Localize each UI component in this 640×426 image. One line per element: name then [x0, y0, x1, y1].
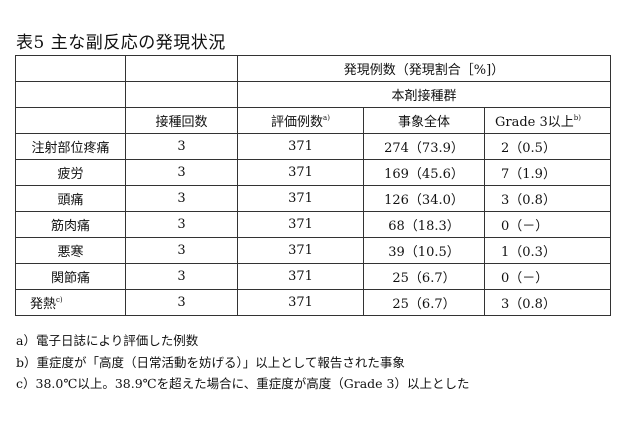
evaluated-cell: 371: [237, 133, 364, 160]
event-name: 悪寒: [15, 237, 126, 264]
doses-cell: 3: [125, 237, 238, 264]
event-name: 頭痛: [15, 185, 126, 212]
table-row: 関節痛 3 371 25（6.7） 0（－）: [15, 263, 612, 290]
event-name: 疲労: [15, 159, 126, 186]
header-row-2: 本剤接種群: [15, 81, 612, 108]
adverse-reactions-table: 発現例数（発現割合［%]） 本剤接種群 接種回数 評価例数a) 事象全体 Gra…: [15, 55, 612, 316]
all-events-cell: 169（45.6）: [363, 159, 485, 186]
header-top-group: 発現例数（発現割合［%]）: [236, 55, 612, 82]
grade3-cell: 7（1.9）: [483, 159, 612, 186]
event-name: 発熱c): [15, 289, 126, 316]
header-empty-cell: [125, 81, 238, 108]
header-empty-cell: [125, 55, 238, 82]
header-row-1: 発現例数（発現割合［%]）: [15, 55, 612, 82]
header-sub-group: 本剤接種群: [236, 81, 612, 108]
header-empty-cell: [15, 55, 126, 82]
event-name: 注射部位疼痛: [15, 133, 126, 160]
doses-cell: 3: [125, 263, 238, 290]
grade3-cell: 1（0.3）: [483, 237, 612, 264]
doses-cell: 3: [125, 289, 238, 316]
header-grade3: Grade 3以上b): [483, 107, 612, 134]
evaluated-cell: 371: [237, 263, 364, 290]
doses-cell: 3: [125, 185, 238, 212]
doses-cell: 3: [125, 133, 238, 160]
footnote-mark: a): [323, 114, 330, 122]
footnote-mark: b): [573, 114, 581, 122]
all-events-cell: 25（6.7）: [363, 289, 485, 316]
event-name: 関節痛: [15, 263, 126, 290]
table-row: 頭痛 3 371 126（34.0） 3（0.8）: [15, 185, 612, 212]
table-title: 表5 主な副反応の発現状況: [16, 33, 226, 53]
event-name: 筋肉痛: [15, 211, 126, 238]
footnote-c: c）38.0℃以上。38.9℃を超えた場合に、重症度が高度（Grade 3）以上…: [16, 376, 470, 391]
header-empty-cell: [15, 81, 126, 108]
all-events-cell: 126（34.0）: [363, 185, 485, 212]
evaluated-cell: 371: [237, 159, 364, 186]
all-events-cell: 25（6.7）: [363, 263, 485, 290]
footnote-mark: c): [56, 296, 63, 304]
evaluated-cell: 371: [237, 237, 364, 264]
grade3-cell: 3（0.8）: [483, 185, 612, 212]
footnote-a: a）電子日誌により評価した例数: [16, 333, 199, 348]
doses-cell: 3: [125, 211, 238, 238]
header-empty-cell: [15, 107, 126, 134]
table-row: 発熱c) 3 371 25（6.7） 3（0.8）: [15, 289, 612, 316]
all-events-cell: 39（10.5）: [363, 237, 485, 264]
evaluated-cell: 371: [237, 211, 364, 238]
all-events-cell: 68（18.3）: [363, 211, 485, 238]
table-row: 疲労 3 371 169（45.6） 7（1.9）: [15, 159, 612, 186]
grade3-cell: 2（0.5）: [483, 133, 612, 160]
grade3-cell: 3（0.8）: [483, 289, 612, 316]
header-doses: 接種回数: [125, 107, 238, 134]
header-evaluated: 評価例数a): [237, 107, 364, 134]
grade3-cell: 0（－）: [483, 211, 612, 238]
grade3-cell: 0（－）: [483, 263, 612, 290]
footnotes: a）電子日誌により評価した例数 b）重症度が「高度（日常活動を妨げる）」以上とし…: [16, 330, 470, 395]
header-all-events: 事象全体: [363, 107, 485, 134]
header-row-3: 接種回数 評価例数a) 事象全体 Grade 3以上b): [15, 107, 612, 134]
evaluated-cell: 371: [237, 185, 364, 212]
all-events-cell: 274（73.9）: [363, 133, 485, 160]
doses-cell: 3: [125, 159, 238, 186]
table-row: 悪寒 3 371 39（10.5） 1（0.3）: [15, 237, 612, 264]
evaluated-cell: 371: [237, 289, 364, 316]
table-row: 筋肉痛 3 371 68（18.3） 0（－）: [15, 211, 612, 238]
table-row: 注射部位疼痛 3 371 274（73.9） 2（0.5）: [15, 133, 612, 160]
footnote-b: b）重症度が「高度（日常活動を妨げる）」以上として報告された事象: [16, 354, 405, 370]
